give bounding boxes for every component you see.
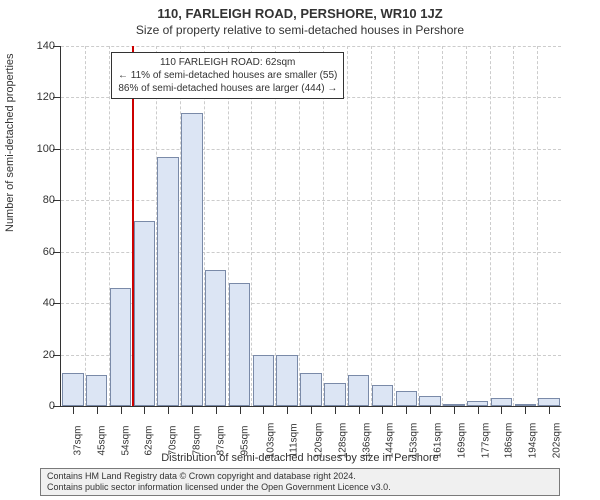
footer-line-2: Contains public sector information licen… xyxy=(47,482,553,493)
histogram-bar xyxy=(253,355,274,406)
x-tick xyxy=(335,406,336,414)
x-tick xyxy=(382,406,383,414)
x-tick-label: 37sqm xyxy=(72,425,83,455)
plot-area: 02040608010012014037sqm45sqm54sqm62sqm70… xyxy=(60,46,561,407)
histogram-bar xyxy=(372,385,393,406)
x-tick xyxy=(549,406,550,414)
annotation-line-2: ← 11% of semi-detached houses are smalle… xyxy=(118,69,337,82)
grid-line-v xyxy=(418,46,419,406)
y-tick-label: 40 xyxy=(25,297,55,309)
histogram-bar xyxy=(181,113,202,406)
x-tick-label: 62sqm xyxy=(144,425,155,455)
x-axis-title: Distribution of semi-detached houses by … xyxy=(0,452,600,464)
histogram-bar xyxy=(324,383,345,406)
x-tick xyxy=(263,406,264,414)
chart-title-sub: Size of property relative to semi-detach… xyxy=(0,21,600,37)
x-tick xyxy=(121,406,122,414)
annotation-line-3: 86% of semi-detached houses are larger (… xyxy=(118,82,337,95)
x-tick xyxy=(406,406,407,414)
x-tick xyxy=(525,406,526,414)
histogram-bar xyxy=(110,288,131,406)
histogram-bar xyxy=(134,221,155,406)
x-tick xyxy=(287,406,288,414)
x-tick-label: 95sqm xyxy=(239,425,250,455)
chart-container: 110, FARLEIGH ROAD, PERSHORE, WR10 1JZ S… xyxy=(0,0,600,500)
y-tick-label: 100 xyxy=(25,143,55,155)
y-tick-label: 20 xyxy=(25,349,55,361)
x-tick xyxy=(478,406,479,414)
x-tick xyxy=(192,406,193,414)
x-tick-label: 70sqm xyxy=(168,425,179,455)
grid-line-v xyxy=(85,46,86,406)
grid-line-v xyxy=(323,46,324,406)
histogram-bar xyxy=(396,391,417,406)
histogram-bar xyxy=(538,398,559,406)
x-tick xyxy=(359,406,360,414)
grid-line-v xyxy=(442,46,443,406)
x-tick xyxy=(501,406,502,414)
grid-line-v xyxy=(466,46,467,406)
y-tick-label: 140 xyxy=(25,40,55,52)
footer-line-1: Contains HM Land Registry data © Crown c… xyxy=(47,471,553,482)
x-tick xyxy=(454,406,455,414)
histogram-bar xyxy=(229,283,250,406)
y-axis-title: Number of semi-detached properties xyxy=(4,53,16,232)
x-tick xyxy=(240,406,241,414)
y-tick-label: 120 xyxy=(25,91,55,103)
x-tick xyxy=(97,406,98,414)
grid-line-v xyxy=(347,46,348,406)
annotation-box: 110 FARLEIGH ROAD: 62sqm← 11% of semi-de… xyxy=(111,52,344,99)
x-tick xyxy=(168,406,169,414)
reference-line xyxy=(132,46,134,406)
histogram-bar xyxy=(419,396,440,406)
x-tick xyxy=(144,406,145,414)
chart-title-main: 110, FARLEIGH ROAD, PERSHORE, WR10 1JZ xyxy=(0,0,600,21)
histogram-bar xyxy=(300,373,321,406)
grid-line-h xyxy=(61,46,561,47)
grid-line-v xyxy=(251,46,252,406)
grid-line-v xyxy=(490,46,491,406)
grid-line-v xyxy=(513,46,514,406)
x-tick xyxy=(311,406,312,414)
grid-line-h xyxy=(61,200,561,201)
grid-line-h xyxy=(61,149,561,150)
annotation-line-1: 110 FARLEIGH ROAD: 62sqm xyxy=(118,56,337,69)
x-tick xyxy=(430,406,431,414)
grid-line-v xyxy=(299,46,300,406)
histogram-bar xyxy=(491,398,512,406)
grid-line-v xyxy=(275,46,276,406)
x-tick-label: 54sqm xyxy=(120,425,131,455)
histogram-bar xyxy=(276,355,297,406)
grid-line-v xyxy=(537,46,538,406)
histogram-bar xyxy=(86,375,107,406)
histogram-bar xyxy=(62,373,83,406)
y-tick-label: 60 xyxy=(25,246,55,258)
footer-attribution: Contains HM Land Registry data © Crown c… xyxy=(40,468,560,496)
x-tick xyxy=(216,406,217,414)
x-tick-label: 45sqm xyxy=(96,425,107,455)
histogram-bar xyxy=(157,157,178,406)
y-tick-label: 0 xyxy=(25,400,55,412)
histogram-bar xyxy=(205,270,226,406)
x-tick-label: 87sqm xyxy=(215,425,226,455)
x-tick xyxy=(73,406,74,414)
grid-line-v xyxy=(371,46,372,406)
histogram-bar xyxy=(348,375,369,406)
x-tick-label: 78sqm xyxy=(191,425,202,455)
y-tick-label: 80 xyxy=(25,194,55,206)
grid-line-v xyxy=(394,46,395,406)
